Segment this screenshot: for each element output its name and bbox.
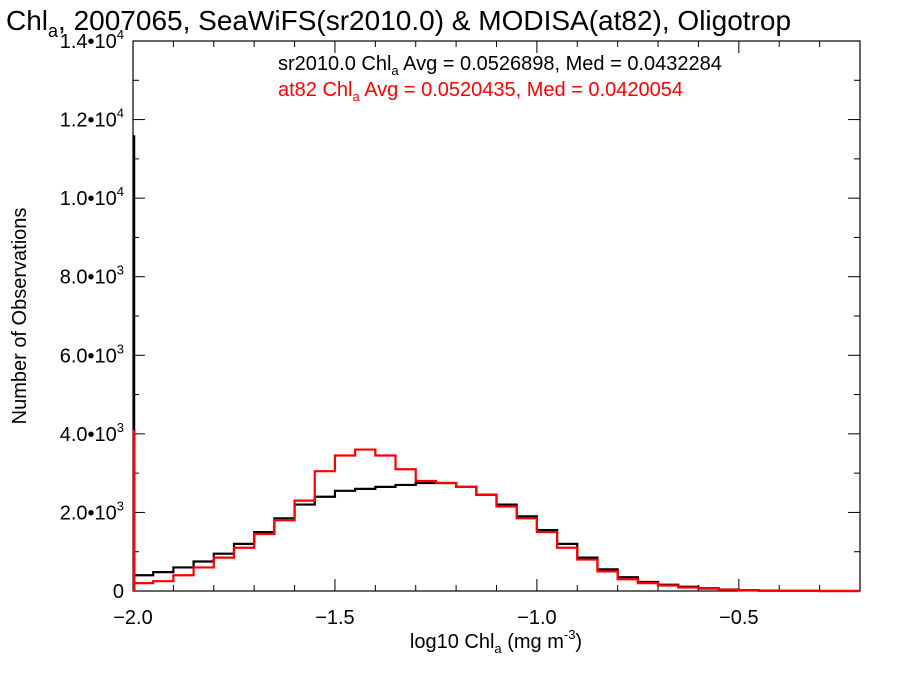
y-tick-label: 6.0•103 xyxy=(60,341,124,367)
x-tick-label: −2.0 xyxy=(113,607,152,629)
y-tick-label: 4.0•103 xyxy=(60,420,124,446)
series-group xyxy=(132,135,860,593)
y-tick-label: 2.0•103 xyxy=(60,498,124,524)
axis-ticks xyxy=(132,40,861,592)
chart-title: Chla, 2007065, SeaWiFS(sr2010.0) & MODIS… xyxy=(6,5,791,41)
y-tick-label: 8.0•103 xyxy=(60,263,124,289)
y-tick-label: 0 xyxy=(113,581,124,603)
annotation-black: sr2010.0 Chla Avg = 0.0526898, Med = 0.0… xyxy=(278,53,722,78)
plot-frame xyxy=(132,40,861,592)
x-tick-label: −1.5 xyxy=(315,607,354,629)
y-tick-label: 1.4•104 xyxy=(60,27,124,53)
annotation-red: at82 Chla Avg = 0.0520435, Med = 0.04200… xyxy=(278,79,683,104)
x-axis-label: log10 Chla (mg m-3) xyxy=(410,627,582,656)
histogram-series-1 xyxy=(133,448,860,593)
y-axis-label: Number of Observations xyxy=(9,208,31,425)
title-rest: , 2007065, SeaWiFS(sr2010.0) & MODISA(at… xyxy=(58,5,791,36)
y-tick-label: 1.2•104 xyxy=(60,106,124,132)
tick-labels: −2.0 −1.5 −1.0 −0.5 0 2.0•103 4.0•103 6.0•103 8.… xyxy=(60,27,759,629)
y-tick-label: 1.0•104 xyxy=(60,184,124,210)
x-tick-label: −1.0 xyxy=(517,607,556,629)
title-main: Chl xyxy=(6,5,48,36)
x-tick-label: −0.5 xyxy=(719,607,758,629)
title-subscript: a xyxy=(48,21,59,41)
